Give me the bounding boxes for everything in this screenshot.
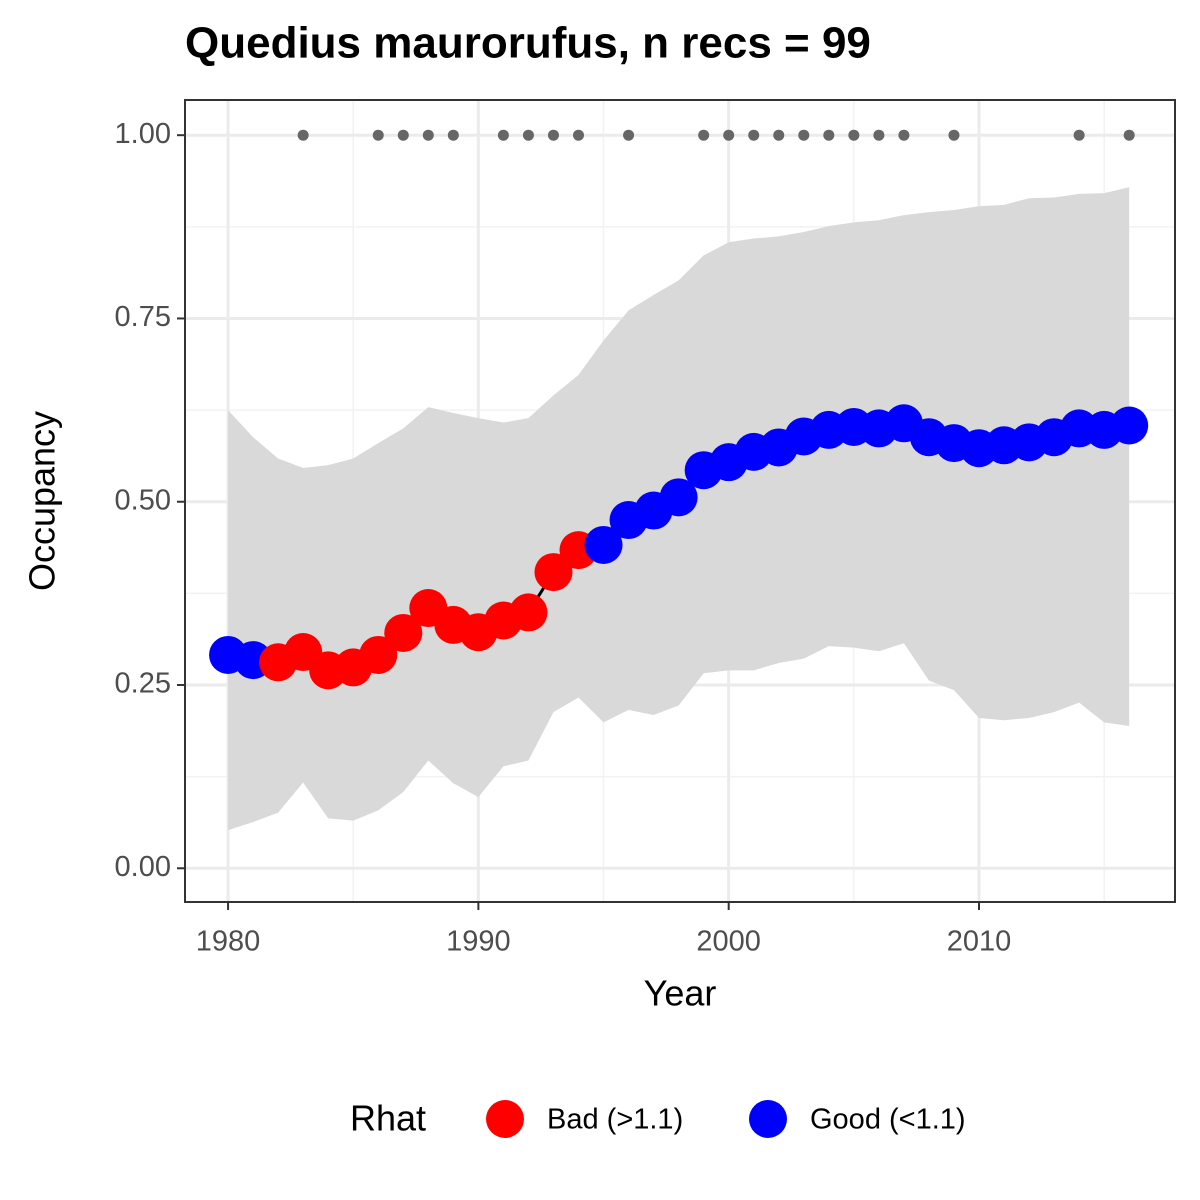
record-dot [698, 129, 710, 141]
record-dot [823, 129, 835, 141]
record-dot [572, 129, 584, 141]
point [659, 478, 698, 517]
record-dot [898, 129, 910, 141]
record-dot [397, 129, 409, 141]
record-dot [297, 129, 309, 141]
x-axis-label: Year [644, 973, 717, 1014]
record-dot [1073, 129, 1085, 141]
y-tick-label: 0.50 [115, 484, 171, 516]
record-dot [623, 129, 635, 141]
record-dot [873, 129, 885, 141]
point [384, 613, 423, 652]
legend-label: Bad (>1.1) [547, 1104, 683, 1136]
record-dot [748, 129, 760, 141]
record-dot [723, 129, 735, 141]
chart-title: Quedius maurorufus, n recs = 99 [185, 19, 871, 68]
y-tick-label: 0.75 [115, 301, 171, 333]
record-dot [1123, 129, 1135, 141]
x-tick-label: 2010 [947, 926, 1012, 958]
record-dot [522, 129, 534, 141]
y-tick-label: 0.25 [115, 668, 171, 700]
point [359, 635, 398, 674]
y-axis-label: Occupancy [22, 411, 63, 591]
panel-border [184, 99, 1176, 903]
record-dot [547, 129, 559, 141]
x-tick-label: 1980 [196, 926, 261, 958]
record-dot [798, 129, 810, 141]
y-tick-label: 0.00 [115, 851, 171, 883]
legend-key [749, 1100, 787, 1138]
record-dot [497, 129, 509, 141]
record-dot [848, 129, 860, 141]
legend-title: Rhat [350, 1098, 426, 1139]
x-tick-label: 2000 [696, 926, 761, 958]
x-tick-label: 1990 [446, 926, 511, 958]
legend-key [486, 1100, 524, 1138]
record-dot [948, 129, 960, 141]
point [584, 525, 623, 564]
y-tick-label: 1.00 [115, 118, 171, 150]
point [1110, 406, 1149, 445]
point [509, 593, 548, 632]
record-dot [372, 129, 384, 141]
legend-label: Good (<1.1) [810, 1104, 966, 1136]
record-dot [422, 129, 434, 141]
record-dot [447, 129, 459, 141]
record-dot [773, 129, 785, 141]
point [534, 553, 573, 592]
